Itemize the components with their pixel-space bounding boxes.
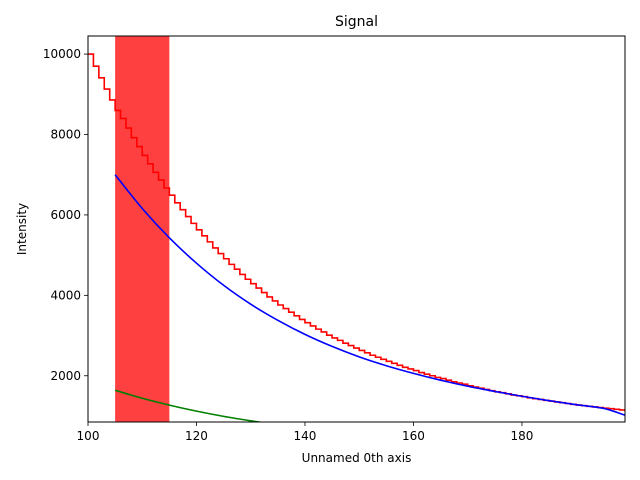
y-tick-label: 4000 <box>50 288 81 302</box>
x-tick-label: 100 <box>77 429 100 443</box>
y-tick-label: 2000 <box>50 369 81 383</box>
plot-area <box>88 36 625 422</box>
y-tick-label: 8000 <box>50 128 81 142</box>
x-tick-label: 140 <box>294 429 317 443</box>
x-tick-label: 120 <box>185 429 208 443</box>
series-line-3 <box>114 389 265 422</box>
y-tick-label: 10000 <box>43 47 81 61</box>
series-line-2 <box>114 174 625 416</box>
x-tick-label: 180 <box>510 429 533 443</box>
x-axis-label: Unnamed 0th axis <box>302 451 412 465</box>
y-tick-label: 6000 <box>50 208 81 222</box>
x-tick-label: 160 <box>402 429 425 443</box>
chart-title: Signal <box>335 14 378 30</box>
y-axis-label: Intensity <box>15 203 29 255</box>
plot-frame <box>87 35 626 423</box>
